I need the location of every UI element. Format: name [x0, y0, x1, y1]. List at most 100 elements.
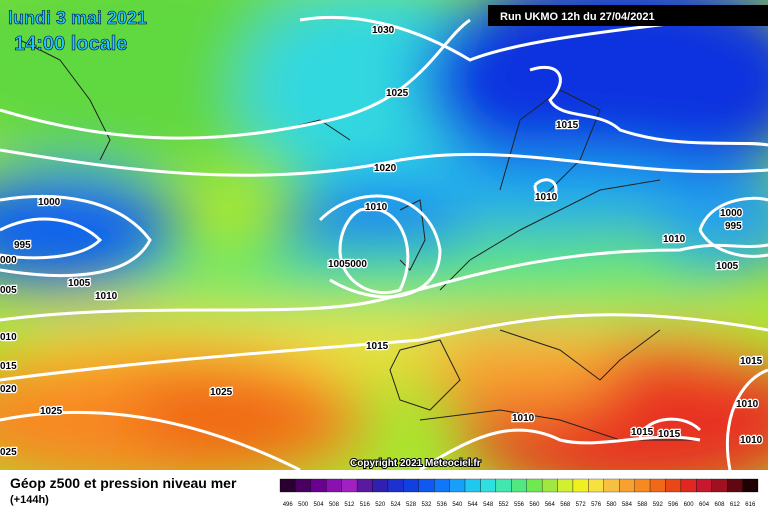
- colorbar-cell: [449, 478, 466, 493]
- isobar-label: 1010: [95, 291, 118, 302]
- isobar-label: 025: [0, 447, 17, 458]
- colorbar-label: 524: [391, 502, 402, 508]
- colorbar-cell: [434, 478, 450, 493]
- isobar-label: 1015: [658, 429, 681, 440]
- isobar-label: 005: [0, 285, 17, 296]
- isobar-label: 1030: [372, 25, 395, 36]
- colorbar-label: 604: [699, 502, 710, 508]
- colorbar-label: 544: [468, 502, 479, 508]
- isobar-label: 020: [0, 384, 17, 395]
- colorbar-label: 552: [499, 502, 510, 508]
- run-box: [488, 5, 768, 26]
- colorbar-cell: [418, 478, 435, 493]
- colorbar-cell: [464, 478, 481, 493]
- isobar-label: 995: [14, 240, 31, 251]
- colorbar-label: 536: [437, 502, 448, 508]
- colorbar-label: 504: [314, 502, 325, 508]
- colorbar-cell: [295, 478, 311, 493]
- isobar-label: 1025: [40, 406, 63, 417]
- isobar-label: 1005000: [328, 259, 367, 270]
- colorbar: 496 500 504 508 512 516 520 524 528 532 536 540 544 5…: [279, 478, 759, 508]
- colorbar-label: 612: [730, 502, 741, 508]
- colorbar-label: 568: [560, 502, 571, 508]
- colorbar-cell: [711, 478, 728, 493]
- colorbar-cell: [310, 478, 327, 493]
- isobar-label: 010: [0, 332, 17, 343]
- colorbar-label: 596: [668, 502, 679, 508]
- isobar-label: 1015: [556, 120, 579, 131]
- colorbar-label: 532: [421, 502, 432, 508]
- colorbar-label: 520: [375, 502, 386, 508]
- isobar-label: 1015: [631, 427, 654, 438]
- colorbar-cell: [742, 478, 759, 493]
- colorbar-cell: [279, 478, 296, 493]
- isobar-label: 1015: [740, 356, 763, 367]
- isobar-label: 1025: [386, 88, 409, 99]
- coastlines: [19, 39, 700, 441]
- colorbar-cell: [649, 478, 666, 493]
- colorbar-label: 528: [406, 502, 417, 508]
- colorbar-cell: [541, 478, 558, 493]
- isobar-label: 1000: [720, 208, 743, 219]
- colorbar-label: 512: [344, 502, 355, 508]
- colorbar-cell: [588, 478, 604, 493]
- isobar-label: 1010: [663, 234, 686, 245]
- colorbar-cell: [356, 478, 373, 493]
- colorbar-label: 608: [714, 502, 725, 508]
- colorbar-cell: [372, 478, 389, 493]
- isobar-label: 1010: [365, 202, 388, 213]
- isobar-label: 1010: [512, 413, 535, 424]
- colorbar-label: 564: [545, 502, 556, 508]
- isobar-label: 015: [0, 361, 17, 372]
- colorbar-cell: [727, 478, 743, 493]
- isobar-label: 1020: [374, 163, 397, 174]
- isobar-label: 1000: [38, 197, 61, 208]
- colorbar-label: 496: [283, 502, 294, 508]
- run-label: Run UKMO 12h du 27/04/2021: [500, 11, 655, 23]
- isobar-label: 1010: [740, 435, 763, 446]
- colorbar-cell: [341, 478, 358, 493]
- colorbar-label: 576: [591, 502, 602, 508]
- isobar-label: 1005: [68, 278, 91, 289]
- isobar-labels: 1030 1025 1015 1020 1010 1000 1010 995 1000 995 10…: [0, 24, 764, 460]
- colorbar-cell: [572, 478, 589, 493]
- isobar-label: 000: [0, 255, 17, 266]
- isobar-label: 1010: [535, 192, 558, 203]
- colorbar-cell: [511, 478, 527, 493]
- colorbar-label: 560: [529, 502, 540, 508]
- colorbar-cell: [480, 478, 497, 493]
- colorbar-cell: [326, 478, 342, 493]
- colorbar-cell: [403, 478, 419, 493]
- colorbar-cell: [557, 478, 574, 493]
- isobar-label: 1005: [716, 261, 739, 272]
- copyright: Copyright 2021 Meteociel.fr: [350, 458, 481, 469]
- isobar-label: 1015: [366, 341, 389, 352]
- colorbar-label: 540: [452, 502, 463, 508]
- colorbar-label: 556: [514, 502, 525, 508]
- colorbar-label: 600: [684, 502, 695, 508]
- colorbar-cell: [603, 478, 620, 493]
- colorbar-label: 584: [622, 502, 633, 508]
- time-label: 14:00 locale: [14, 33, 127, 55]
- colorbar-label: 508: [329, 502, 340, 508]
- colorbar-label: 588: [637, 502, 648, 508]
- colorbar-label: 616: [745, 502, 756, 508]
- isobar-label: 1025: [210, 387, 233, 398]
- isobar-label: 1010: [736, 399, 759, 410]
- colorbar-cell: [634, 478, 651, 493]
- footer-lead: (+144h): [10, 494, 49, 506]
- footer-title: Géop z500 et pression niveau mer: [10, 475, 237, 491]
- colorbar-cell: [387, 478, 404, 493]
- date-label: lundi 3 mai 2021: [8, 8, 147, 28]
- colorbar-label: 548: [483, 502, 494, 508]
- colorbar-cell: [665, 478, 682, 493]
- colorbar-cell: [526, 478, 543, 493]
- colorbar-cell: [680, 478, 697, 493]
- colorbar-label: 516: [360, 502, 371, 508]
- map: [0, 0, 768, 470]
- isobar-label: 995: [725, 221, 742, 232]
- colorbar-cell: [696, 478, 712, 493]
- colorbar-label: 580: [607, 502, 618, 508]
- isobars: [0, 15, 768, 470]
